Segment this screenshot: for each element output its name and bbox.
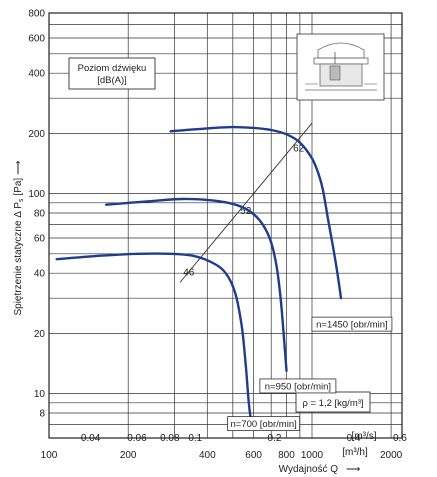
x-tick-label-m3h: 100 [41, 450, 58, 461]
x-axis-arrow: ⟶ [346, 464, 360, 475]
density-label: ρ = 1,2 [kg/m³] [302, 398, 363, 409]
y-axis-title-sub: s [18, 198, 25, 202]
y-tick-label: 8 [39, 409, 45, 420]
series-label-box [227, 416, 301, 432]
series-curve-1 [105, 197, 288, 372]
x-tick-label-m3s: 0.06 [127, 433, 147, 444]
y-tick-label: 40 [34, 269, 46, 280]
sound-level-line-mark [179, 122, 313, 283]
x-tick-label-m3s: 0.6 [393, 433, 407, 444]
y-axis-title-text: Spiętrzenie statyczne Δ P [13, 202, 24, 316]
x-tick-label-m3s: 0.4 [347, 433, 361, 444]
density-box: ρ = 1,2 [kg/m³] [295, 391, 371, 413]
y-tick-label: 200 [28, 129, 45, 140]
series-label-0: n=1450 [obr/min] [316, 320, 388, 331]
x-tick-label-m3h: 800 [278, 450, 295, 461]
series-label-box [311, 316, 393, 332]
grid [49, 12, 402, 438]
sound-level-line: 46 52 62 [179, 122, 313, 283]
y-tick-label: 60 [34, 233, 46, 244]
x-tick-label-m3h: 2000 [380, 450, 403, 461]
sound-level-label: 46 [183, 267, 195, 278]
series-labels: n=1450 [obr/min] n=950 [obr/min] n=700 [ob… [227, 316, 393, 432]
sound-level-label: 52 [240, 206, 252, 217]
y-axis-unit: [Pa] [13, 178, 24, 196]
x-unit-top: [m³/s] [352, 431, 377, 442]
x-tick-labels-m3s: 0.04 0.06 0.08 0.1 0.2 0.4 0.6 [81, 433, 407, 444]
series-curve-0 [169, 125, 343, 300]
fan-diagram-image [296, 33, 385, 101]
y-axis-arrow: ⟶ [13, 160, 24, 174]
x-tick-label-m3h: 400 [199, 450, 216, 461]
y-tick-labels: 8 10 20 40 60 80 100 200 400 600 800 [28, 9, 45, 420]
sound-level-label: 62 [293, 144, 305, 155]
x-tick-label-m3s: 0.04 [81, 433, 101, 444]
y-axis-title: Spiętrzenie statyczne Δ Ps [Pa] ⟶ [13, 160, 25, 315]
y-tick-label: 80 [34, 209, 46, 220]
y-tick-label: 400 [28, 69, 45, 80]
x-tick-labels-m3h: 100 200 400 600 800 1000 2000 [41, 450, 403, 461]
series-curve-2 [55, 252, 252, 420]
y-tick-label: 600 [28, 33, 45, 44]
x-tick-label-m3s: 0.2 [267, 433, 281, 444]
x-unit-bottom: [m³/h] [342, 447, 368, 458]
y-tick-label: 20 [34, 329, 46, 340]
y-tick-label: 100 [28, 189, 45, 200]
sound-box-line2: [dB(A)] [97, 75, 127, 86]
series-curves [55, 125, 343, 420]
x-axis-title: Wydajność Q [279, 464, 339, 475]
y-tick-label: 10 [34, 389, 46, 400]
x-tick-label-m3s: 0.08 [160, 433, 180, 444]
series-label-box [259, 378, 337, 394]
x-tick-label-m3h: 200 [120, 450, 137, 461]
x-tick-label-m3s: 0.1 [188, 433, 202, 444]
x-tick-label-m3h: 600 [245, 450, 262, 461]
svg-text:Spiętrzenie statyczne Δ Ps[Pa]: Spiętrzenie statyczne Δ Ps [Pa] ⟶ [13, 160, 25, 315]
series-label-1: n=950 [obr/min] [265, 381, 331, 392]
series-label-2: n=700 [obr/min] [230, 419, 296, 430]
plot-frame [48, 12, 403, 439]
sound-level-box: Poziom dźwięku [dB(A)] [68, 57, 156, 90]
x-tick-label-m3h: 1000 [301, 450, 324, 461]
sound-box-line1: Poziom dźwięku [78, 63, 147, 74]
y-tick-label: 800 [28, 9, 45, 20]
